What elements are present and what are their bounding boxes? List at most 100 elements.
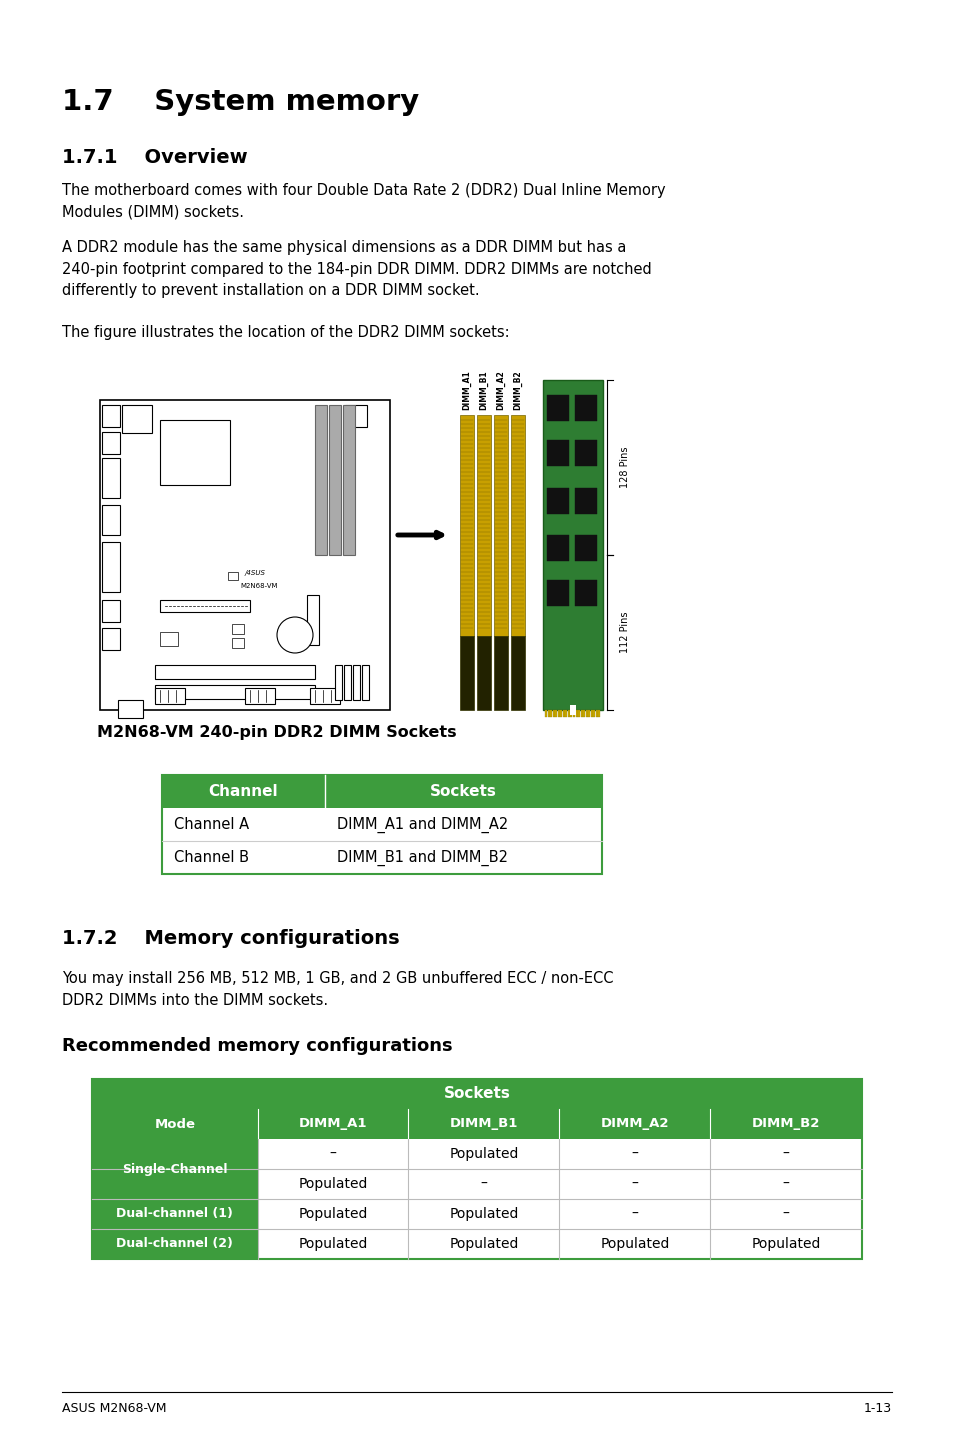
Text: DIMM_B2: DIMM_B2 xyxy=(751,1117,820,1130)
Text: 1.7    System memory: 1.7 System memory xyxy=(62,88,418,116)
Bar xyxy=(567,710,569,718)
Text: DIMM_A1: DIMM_A1 xyxy=(462,370,471,410)
Text: Populated: Populated xyxy=(449,1148,518,1160)
Bar xyxy=(91,1229,862,1260)
Bar xyxy=(593,710,595,718)
Bar xyxy=(565,710,567,718)
Bar xyxy=(91,1139,257,1199)
Bar xyxy=(335,664,341,700)
Bar xyxy=(511,416,524,636)
Bar xyxy=(232,638,244,649)
Bar xyxy=(494,636,507,710)
Text: DIMM_B1: DIMM_B1 xyxy=(479,371,488,410)
Bar xyxy=(91,1109,862,1139)
Bar xyxy=(555,710,557,718)
Bar xyxy=(588,710,590,718)
Text: Populated: Populated xyxy=(599,1237,669,1251)
Bar xyxy=(344,664,351,700)
Bar xyxy=(585,710,587,718)
Bar xyxy=(162,841,601,874)
Bar xyxy=(100,400,390,710)
Bar xyxy=(154,687,185,705)
Bar xyxy=(154,684,314,699)
Text: 128 Pins: 128 Pins xyxy=(619,447,629,487)
Bar xyxy=(542,380,602,710)
Text: –: – xyxy=(781,1148,789,1160)
Bar xyxy=(575,487,597,513)
Bar xyxy=(476,636,491,710)
Bar xyxy=(91,1199,257,1229)
Bar xyxy=(102,505,120,535)
Text: Mode: Mode xyxy=(154,1117,195,1130)
Bar xyxy=(102,628,120,650)
Bar xyxy=(459,416,474,636)
Bar xyxy=(511,636,524,710)
Bar xyxy=(575,535,597,561)
Bar xyxy=(580,710,582,718)
Text: ASUS M2N68-VM: ASUS M2N68-VM xyxy=(62,1402,167,1415)
Bar xyxy=(575,440,597,466)
Text: Channel B: Channel B xyxy=(173,850,249,866)
Text: DIMM_A1: DIMM_A1 xyxy=(298,1117,367,1130)
Text: –: – xyxy=(480,1176,487,1191)
Text: DIMM_A2: DIMM_A2 xyxy=(600,1117,668,1130)
Bar xyxy=(544,710,546,718)
Text: /4SUS: /4SUS xyxy=(245,569,266,577)
Text: DIMM_B2: DIMM_B2 xyxy=(513,371,522,410)
Bar xyxy=(162,775,601,874)
Bar xyxy=(162,808,601,841)
Bar xyxy=(353,664,359,700)
Bar xyxy=(547,710,549,718)
Text: Single-Channel: Single-Channel xyxy=(122,1162,227,1175)
Bar xyxy=(546,440,568,466)
Bar xyxy=(552,710,554,718)
Text: DIMM_A1 and DIMM_A2: DIMM_A1 and DIMM_A2 xyxy=(336,817,508,833)
Bar xyxy=(91,1169,862,1199)
Bar xyxy=(546,580,568,605)
Bar xyxy=(162,775,601,808)
Text: 112 Pins: 112 Pins xyxy=(619,611,629,653)
Bar xyxy=(102,457,120,498)
Bar xyxy=(562,710,564,718)
Text: A DDR2 module has the same physical dimensions as a DDR DIMM but has a
240-pin f: A DDR2 module has the same physical dime… xyxy=(62,240,651,298)
Text: DIMM_B1 and DIMM_B2: DIMM_B1 and DIMM_B2 xyxy=(336,850,507,866)
Text: Populated: Populated xyxy=(298,1237,367,1251)
Text: You may install 256 MB, 512 MB, 1 GB, and 2 GB unbuffered ECC / non-ECC
DDR2 DIM: You may install 256 MB, 512 MB, 1 GB, an… xyxy=(62,971,613,1008)
Bar xyxy=(582,710,584,718)
Bar xyxy=(578,710,579,718)
Text: DIMM_B1: DIMM_B1 xyxy=(449,1117,517,1130)
Bar xyxy=(102,431,120,454)
Bar xyxy=(91,1078,862,1109)
Text: Populated: Populated xyxy=(449,1206,518,1221)
Bar xyxy=(329,406,340,555)
Bar xyxy=(118,700,143,718)
Text: 1.7.2    Memory configurations: 1.7.2 Memory configurations xyxy=(62,929,399,948)
Text: –: – xyxy=(631,1206,638,1221)
Text: Dual-channel (1): Dual-channel (1) xyxy=(116,1208,233,1221)
Bar xyxy=(232,624,244,634)
Text: –: – xyxy=(631,1176,638,1191)
Bar xyxy=(598,710,599,718)
Text: Populated: Populated xyxy=(449,1237,518,1251)
Text: M2N68-VM: M2N68-VM xyxy=(240,582,277,590)
Bar xyxy=(160,600,250,613)
Text: The figure illustrates the location of the DDR2 DIMM sockets:: The figure illustrates the location of t… xyxy=(62,325,509,339)
Bar xyxy=(550,710,552,718)
Bar xyxy=(575,580,597,605)
Circle shape xyxy=(276,617,313,653)
Bar xyxy=(559,710,561,718)
Text: Populated: Populated xyxy=(751,1237,820,1251)
Bar xyxy=(546,487,568,513)
Bar xyxy=(476,416,491,636)
Text: Populated: Populated xyxy=(298,1176,367,1191)
Bar xyxy=(575,710,577,718)
Bar xyxy=(228,572,237,580)
Bar xyxy=(122,406,152,433)
Bar xyxy=(343,406,355,555)
Bar xyxy=(459,636,474,710)
Text: Sockets: Sockets xyxy=(430,784,497,800)
Bar xyxy=(91,1229,257,1260)
Bar xyxy=(558,710,559,718)
Text: Channel A: Channel A xyxy=(173,817,249,833)
Bar xyxy=(307,595,318,646)
